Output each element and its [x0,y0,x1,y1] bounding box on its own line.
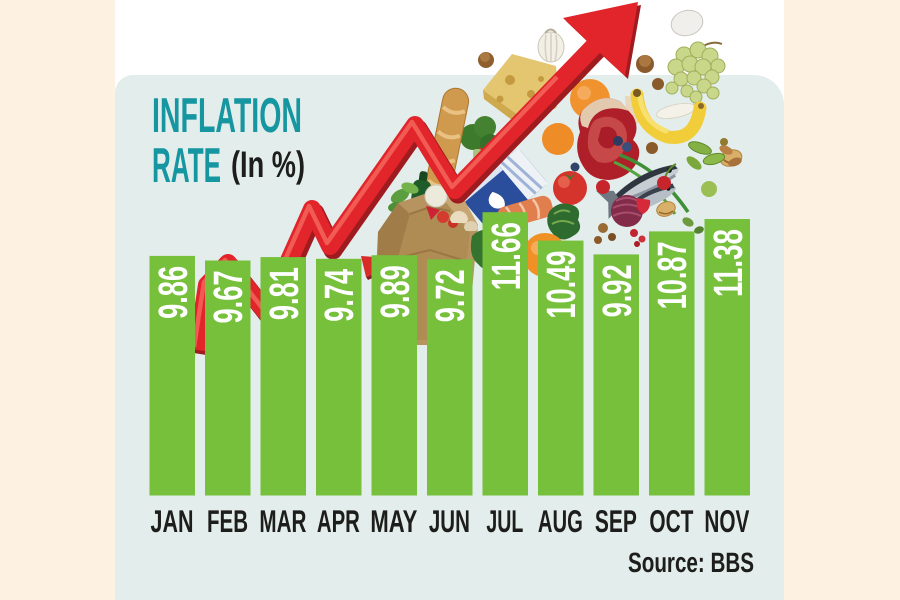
svg-text:9.86: 9.86 [150,266,196,319]
svg-text:NOV: NOV [704,503,749,539]
svg-text:Source: BBS: Source: BBS [628,547,754,578]
svg-text:(In %): (In %) [231,144,305,185]
svg-text:MAR: MAR [259,503,306,539]
svg-text:FEB: FEB [207,503,248,539]
svg-text:OCT: OCT [649,503,693,539]
svg-text:SEP: SEP [595,503,637,539]
svg-text:JUL: JUL [486,503,523,539]
svg-text:11.66: 11.66 [483,222,529,290]
svg-text:10.87: 10.87 [649,241,695,309]
svg-text:9.67: 9.67 [205,271,251,324]
svg-text:AUG: AUG [538,503,583,539]
svg-text:9.72: 9.72 [427,269,473,322]
svg-text:9.74: 9.74 [316,269,362,322]
svg-text:9.89: 9.89 [372,265,418,318]
svg-text:JUN: JUN [429,503,470,539]
svg-text:JAN: JAN [151,503,194,539]
svg-text:INFLATION: INFLATION [152,89,302,143]
svg-text:MAY: MAY [370,503,417,539]
svg-text:APR: APR [317,503,360,539]
svg-text:9.92: 9.92 [594,264,640,317]
svg-text:RATE: RATE [152,139,221,193]
svg-text:9.81: 9.81 [261,267,307,320]
svg-text:10.49: 10.49 [538,251,584,319]
svg-text:11.38: 11.38 [705,229,751,297]
